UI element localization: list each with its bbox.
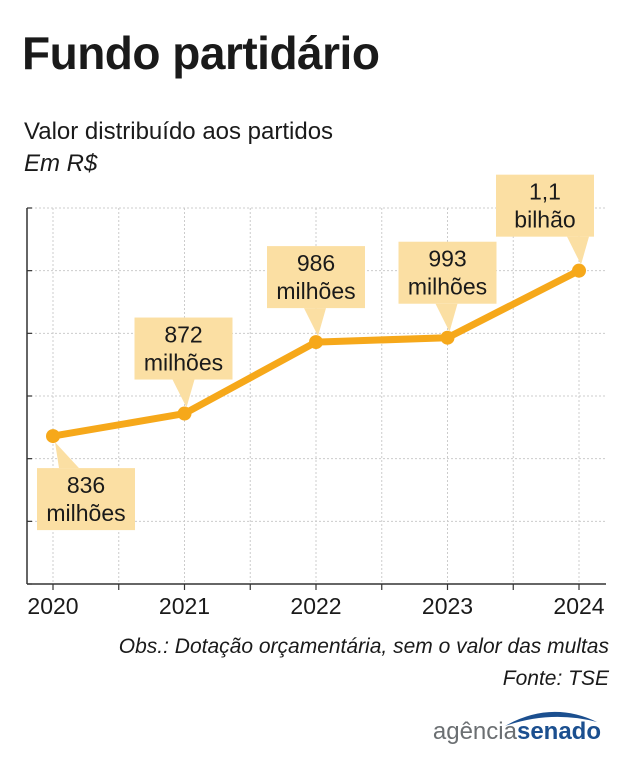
data-label: milhões: [276, 278, 355, 304]
logo-wordmark: agênciasenado: [432, 718, 601, 745]
x-tick-label: 2022: [290, 593, 341, 619]
data-label: 836: [67, 472, 105, 498]
data-label: 872: [164, 322, 202, 348]
data-label: 993: [428, 246, 466, 272]
data-label-pointer: [435, 303, 458, 332]
data-point: [309, 335, 323, 350]
line-chart: 2020 2021 2022 2023 2024836milhões872milhões…: [26, 174, 606, 619]
data-label-box: [496, 174, 594, 237]
data-label-box: [37, 468, 135, 531]
logo-swoosh-icon: [505, 711, 597, 726]
data-label-box: [398, 241, 497, 304]
data-point: [572, 263, 586, 278]
data-label: bilhão: [514, 207, 575, 233]
data-label: 986: [297, 250, 335, 276]
data-label-pointer: [304, 308, 326, 337]
x-tick-label: 2023: [422, 593, 473, 619]
data-point: [46, 429, 60, 444]
data-label-pointer: [567, 236, 589, 265]
data-label-pointer: [172, 379, 195, 408]
chart-subtitle: Valor distribuído aos partidos: [24, 118, 334, 145]
unit-label: Em R$: [24, 150, 98, 177]
x-tick-label: 2021: [159, 593, 210, 619]
data-point: [440, 330, 455, 345]
x-tick-label: 2020: [27, 593, 78, 619]
data-label: 1,1: [529, 179, 561, 205]
data-label: milhões: [46, 500, 125, 526]
x-tick-label: 2024: [553, 593, 604, 619]
data-label: milhões: [144, 350, 223, 376]
footnote: Obs.: Dotação orçamentária, sem o valor …: [118, 635, 609, 658]
data-label-box: [267, 246, 365, 309]
data-label-pointer: [55, 442, 79, 469]
source-note: Fonte: TSE: [502, 667, 609, 690]
data-label-box: [134, 317, 233, 380]
data-label: milhões: [408, 274, 487, 300]
chart-title: Fundo partidário: [22, 27, 380, 79]
data-point: [177, 406, 192, 421]
